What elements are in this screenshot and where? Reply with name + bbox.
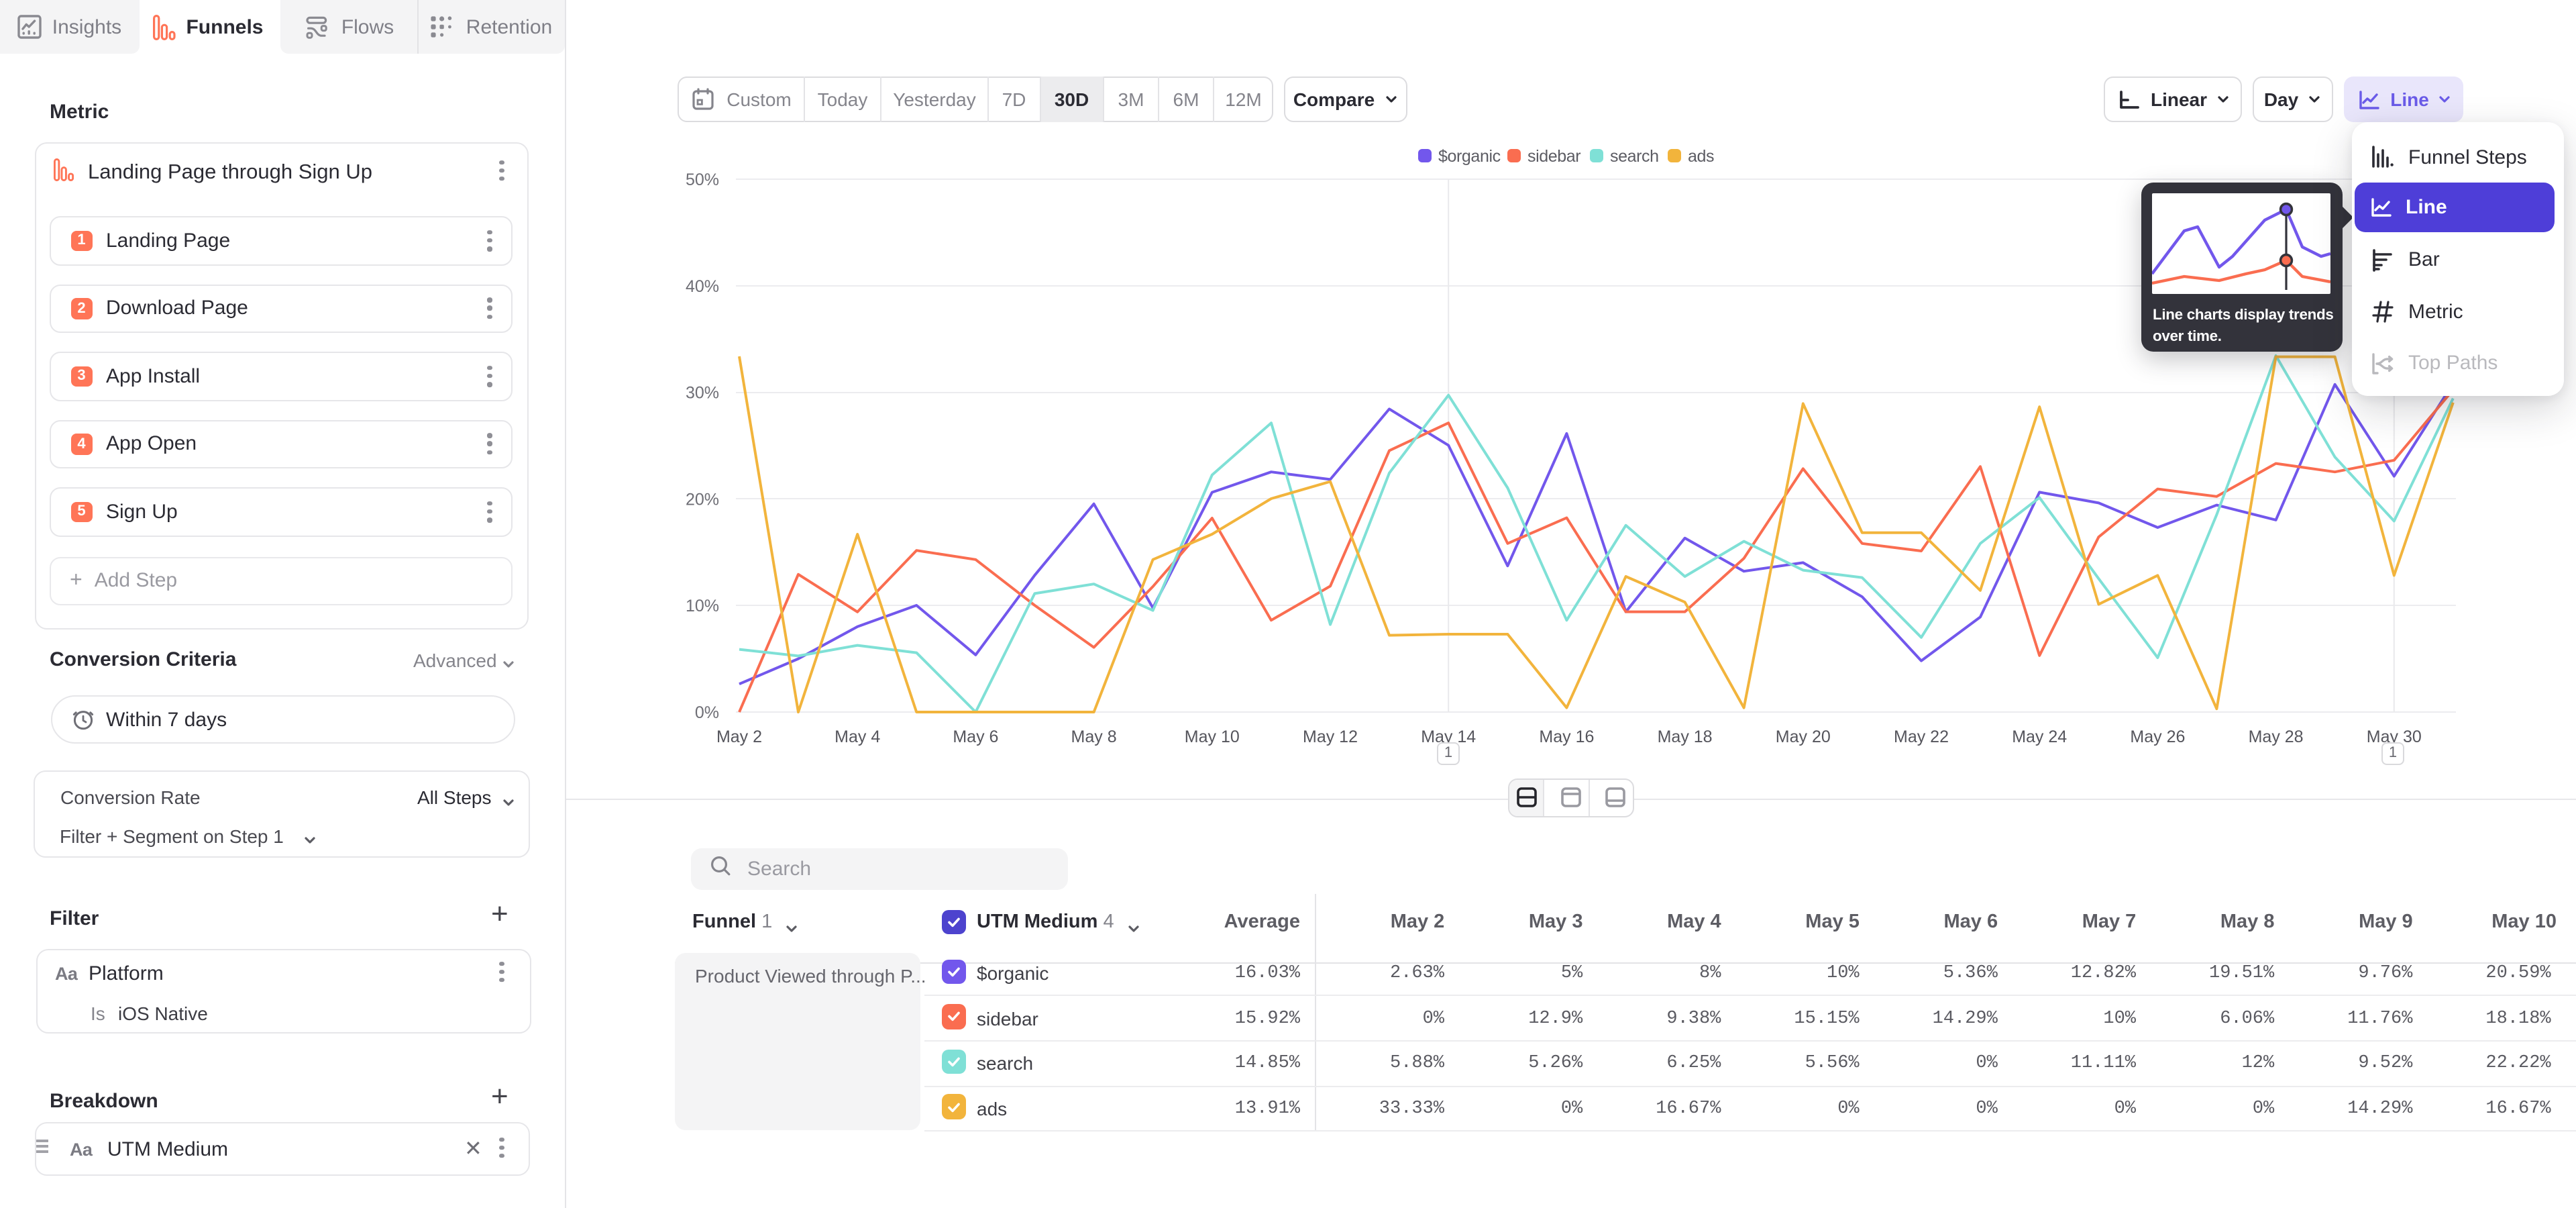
svg-text:ads: ads [1687,147,1713,166]
svg-text:30%: 30% [685,384,718,403]
svg-text:May 26: May 26 [2129,727,2184,746]
svg-text:10%: 10% [685,597,718,615]
svg-text:May 16: May 16 [1538,727,1593,746]
svg-text:May 18: May 18 [1657,727,1712,746]
svg-text:May 8: May 8 [1071,727,1116,746]
svg-text:search: search [1609,147,1658,166]
svg-text:May 28: May 28 [2248,727,2303,746]
svg-text:May 10: May 10 [1184,727,1239,746]
svg-text:May 20: May 20 [1775,727,1830,746]
svg-text:$organic: $organic [1438,147,1500,166]
svg-text:May 2: May 2 [716,727,761,746]
svg-text:20%: 20% [685,490,718,509]
svg-text:May 4: May 4 [834,727,879,746]
svg-text:0%: 0% [694,703,718,722]
svg-text:May 6: May 6 [952,727,998,746]
svg-text:sidebar: sidebar [1527,147,1580,166]
svg-text:May 12: May 12 [1302,727,1357,746]
svg-text:May 22: May 22 [1893,727,1948,746]
svg-text:50%: 50% [685,170,718,189]
svg-text:40%: 40% [685,277,718,296]
svg-text:May 24: May 24 [2011,727,2066,746]
